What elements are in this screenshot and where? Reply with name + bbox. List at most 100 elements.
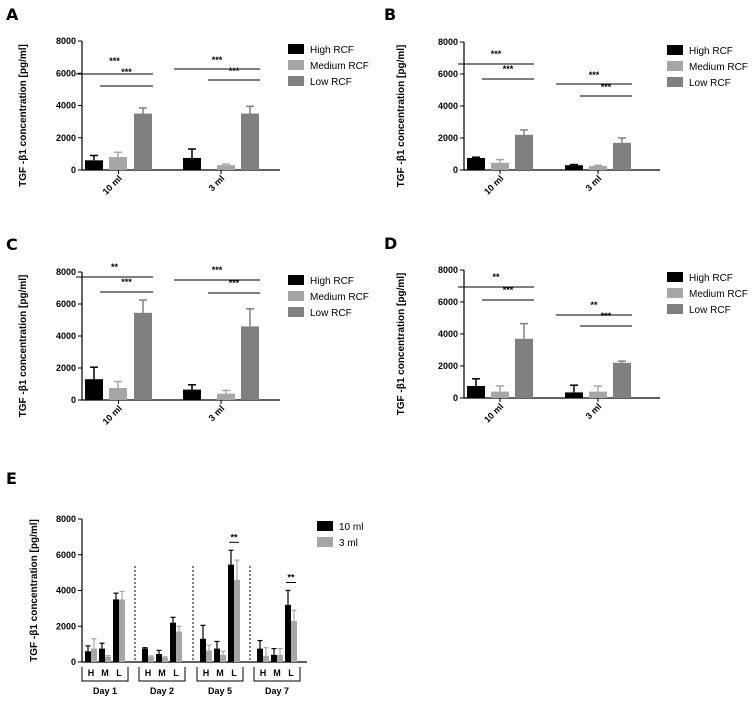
y-tick-label: 8000	[56, 267, 76, 277]
legend-label: 3 ml	[339, 538, 358, 549]
x-tick-label: M	[273, 668, 281, 678]
significance-label: **	[590, 300, 598, 310]
x-tick-label: M	[158, 668, 166, 678]
legend-label: Low RCF	[689, 78, 731, 89]
y-tick-label: 8000	[438, 265, 458, 275]
y-tick-label: 8000	[56, 36, 76, 46]
y-tick-label: 2000	[56, 363, 76, 373]
legend-label: Medium RCF	[689, 62, 748, 73]
x-tick-label: M	[101, 668, 109, 678]
bar-10-ml	[271, 654, 277, 662]
bar-3-ml	[148, 656, 154, 662]
legend-label: Low RCF	[310, 77, 352, 88]
bar-3-ml	[206, 650, 212, 662]
legend-label: High RCF	[689, 273, 733, 284]
bar-3-ml	[220, 654, 226, 662]
significance-label: **	[492, 272, 500, 282]
y-tick-label: 2000	[438, 133, 458, 143]
bar-high-rcf	[467, 386, 485, 398]
y-tick-label: 0	[453, 393, 458, 403]
bar-medium-rcf	[217, 165, 235, 170]
legend-swatch	[317, 521, 333, 531]
bar-high-rcf	[565, 165, 583, 170]
group-bracket	[253, 667, 301, 682]
bar-high-rcf	[183, 389, 201, 400]
legend-swatch	[667, 61, 683, 71]
y-tick-label: 0	[453, 165, 458, 175]
legend-swatch	[288, 60, 304, 70]
x-tick-label: 3 ml	[207, 403, 227, 423]
significance-label: **	[230, 532, 238, 542]
legend-label: High RCF	[310, 45, 354, 56]
significance-label: **	[111, 262, 119, 272]
y-axis-title: TGF -β1 concentration [pg/ml]	[18, 275, 29, 418]
bar-3-ml	[119, 599, 125, 662]
y-axis-title: TGF -β1 concentration [pg/ml]	[29, 519, 40, 662]
bar-high-rcf	[85, 379, 103, 400]
bar-10-ml	[228, 564, 234, 662]
x-tick-label: L	[288, 668, 294, 678]
legend-swatch	[317, 537, 333, 547]
legend-label: Medium RCF	[310, 61, 369, 72]
y-tick-label: 4000	[56, 101, 76, 111]
bar-low-rcf	[241, 113, 259, 170]
significance-label: ***	[229, 278, 240, 288]
bar-3-ml	[91, 648, 97, 662]
x-tick-label: 10 ml	[101, 173, 124, 196]
x-tick-label: H	[203, 668, 210, 678]
legend-label: High RCF	[689, 46, 733, 57]
y-tick-label: 2000	[56, 133, 76, 143]
significance-label: ***	[491, 49, 502, 59]
legend-label: Low RCF	[310, 308, 352, 319]
y-axis-title: TGF -β1 concentration [pg/ml]	[396, 273, 407, 416]
group-bracket	[81, 667, 129, 682]
bar-medium-rcf	[109, 157, 127, 170]
y-tick-label: 6000	[56, 68, 76, 78]
legend-label: Medium RCF	[689, 289, 748, 300]
panel-label: A	[6, 5, 19, 24]
legend-swatch	[288, 291, 304, 301]
group-label: Day 7	[265, 686, 289, 696]
y-tick-label: 0	[71, 395, 76, 405]
y-tick-label: 4000	[56, 331, 76, 341]
group-bracket	[138, 667, 186, 682]
y-tick-label: 2000	[438, 361, 458, 371]
legend-swatch	[667, 45, 683, 55]
y-tick-label: 6000	[438, 69, 458, 79]
bar-low-rcf	[134, 312, 152, 400]
x-tick-label: 3 ml	[584, 401, 604, 421]
bar-3-ml	[162, 657, 168, 662]
significance-label: ***	[601, 82, 612, 92]
bar-low-rcf	[613, 362, 631, 398]
x-tick-label: 10 ml	[482, 401, 505, 424]
bar-low-rcf	[613, 142, 631, 170]
x-tick-label: 3 ml	[207, 173, 227, 193]
legend-label: Low RCF	[689, 305, 731, 316]
y-tick-label: 8000	[56, 514, 76, 524]
bar-3-ml	[291, 620, 297, 662]
x-tick-label: 3 ml	[584, 173, 604, 193]
significance-label: ***	[503, 285, 514, 295]
bar-medium-rcf	[109, 388, 127, 400]
bar-medium-rcf	[491, 162, 509, 170]
significance-label: ***	[229, 66, 240, 76]
y-tick-label: 4000	[56, 586, 76, 596]
bar-low-rcf	[241, 326, 259, 400]
y-tick-label: 0	[71, 165, 76, 175]
legend-swatch	[667, 77, 683, 87]
panel-label: B	[384, 5, 396, 24]
y-tick-label: 6000	[56, 550, 76, 560]
bar-medium-rcf	[589, 391, 607, 398]
bar-10-ml	[113, 599, 119, 662]
significance-label: ***	[212, 265, 223, 275]
bar-low-rcf	[134, 113, 152, 170]
panel-label: C	[6, 235, 18, 254]
significance-label: ***	[212, 55, 223, 65]
bar-10-ml	[170, 622, 176, 662]
bar-medium-rcf	[217, 393, 235, 400]
x-tick-label: 10 ml	[482, 173, 505, 196]
group-bracket	[196, 667, 244, 682]
x-tick-label: H	[88, 668, 95, 678]
significance-label: ***	[589, 70, 600, 80]
significance-label: ***	[121, 67, 132, 77]
